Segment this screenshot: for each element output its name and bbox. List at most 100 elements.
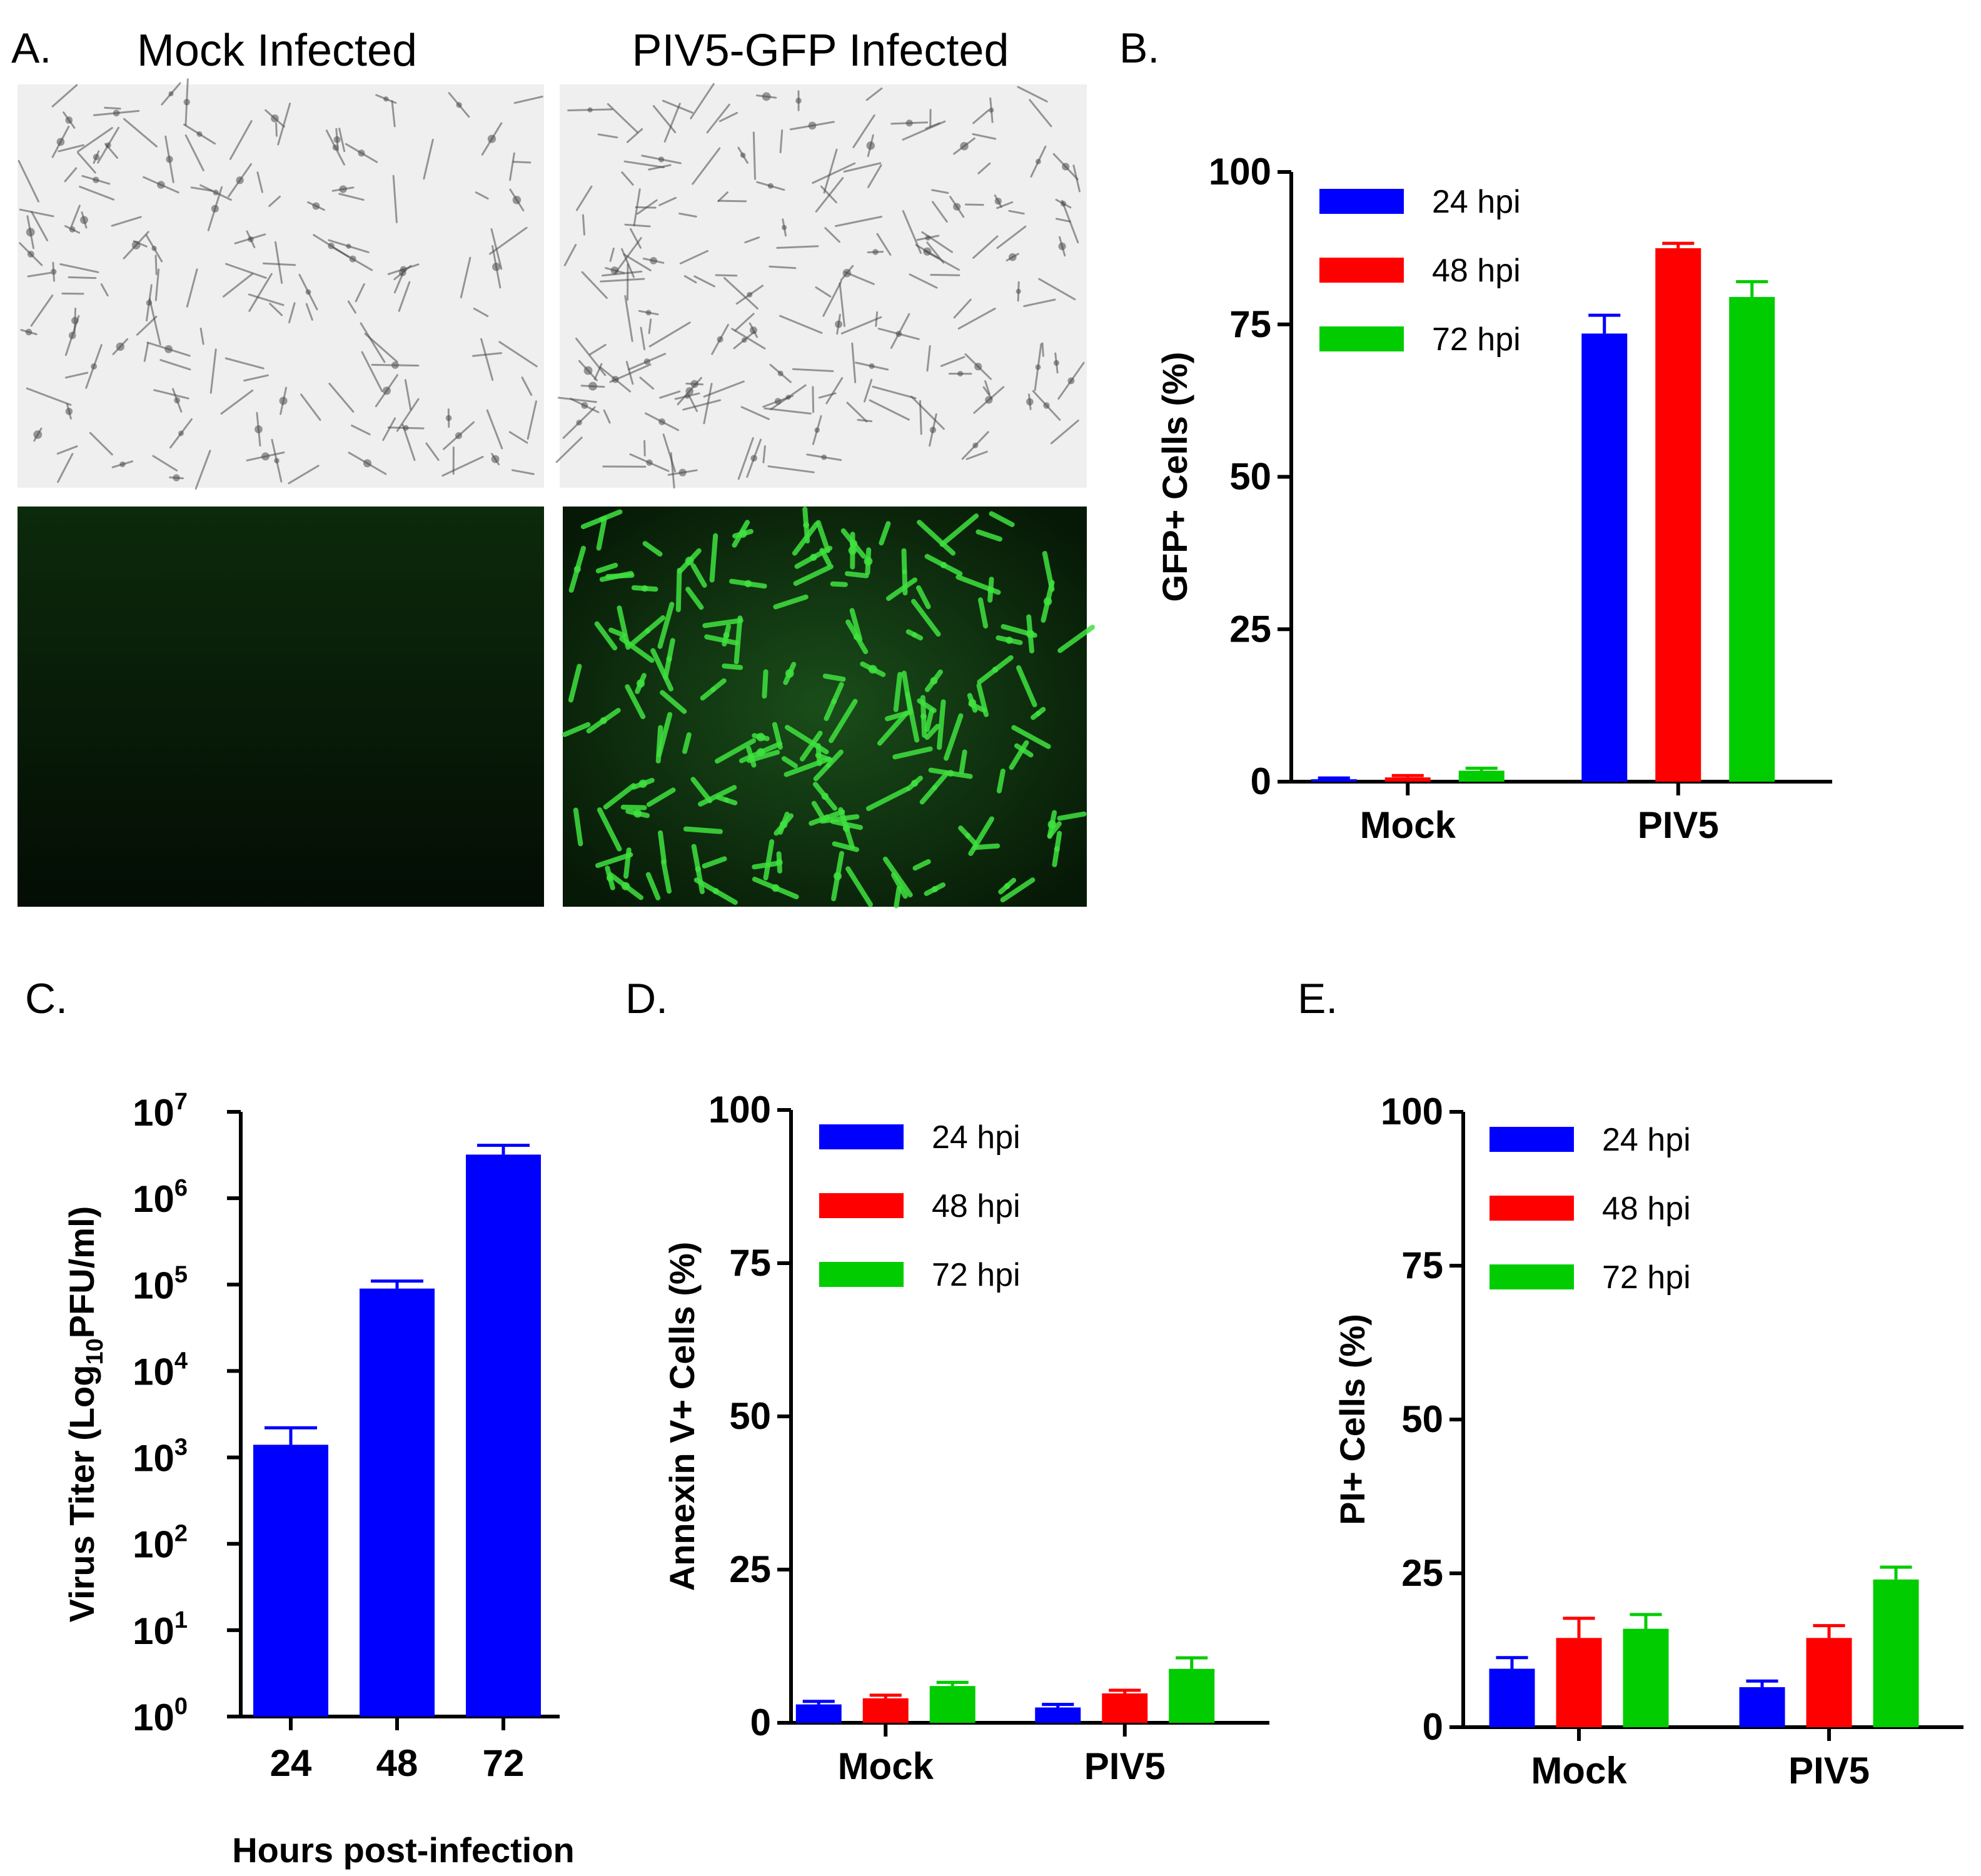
cell (965, 450, 988, 460)
cell-nucleus (842, 268, 852, 278)
y-tick-exponent: 3 (174, 1435, 188, 1461)
cell (737, 437, 754, 480)
panel-label-e: E. (1298, 975, 1338, 1022)
cell (773, 594, 809, 610)
cell (31, 211, 49, 241)
cell-nucleus (931, 885, 938, 892)
category-label: Mock (1531, 1750, 1627, 1792)
cell (886, 577, 918, 601)
cell (490, 228, 503, 270)
cell (609, 247, 615, 262)
panel-label-b: B. (1119, 24, 1159, 72)
cell (890, 313, 910, 349)
cell (931, 189, 949, 194)
legend-swatch (1490, 1264, 1574, 1289)
cell (194, 450, 211, 490)
cell (685, 587, 704, 610)
cell (642, 541, 663, 557)
y-tick-label: 102 (133, 1521, 188, 1566)
y-tick-label: 0 (1423, 1706, 1443, 1748)
cell-nucleus (749, 326, 758, 335)
cell (637, 199, 658, 215)
cell (393, 273, 404, 294)
cell (779, 315, 823, 334)
cell (959, 749, 967, 775)
cell (508, 431, 528, 444)
cell (1041, 342, 1044, 357)
cell-nucleus (383, 96, 389, 102)
legend-label: 72 hpi (1602, 1259, 1691, 1296)
cell-nucleus (872, 249, 879, 255)
cell (199, 327, 204, 345)
cell (263, 262, 296, 266)
cell-nucleus (833, 872, 842, 880)
cell (625, 684, 646, 720)
panel-b: B. 0 25 50 75 100 GFP+ Cells (%) Mock PIV5 24 hp… (1119, 24, 1832, 846)
cell (839, 282, 845, 327)
y-tick-base: 10 (133, 1351, 174, 1393)
bar (1556, 1638, 1602, 1727)
cell (639, 376, 655, 390)
cell (872, 385, 917, 400)
legend-label: 72 hpi (1432, 321, 1521, 358)
cell (709, 533, 718, 583)
y-axis-title: Annexin V+ Cells (%) (662, 1242, 702, 1591)
cell (819, 814, 860, 824)
cell (209, 348, 217, 394)
panel-d: D. 0 25 50 75 100 Annexin V+ Cells (%) Mock PIV… (625, 975, 1269, 1787)
cell (975, 529, 1002, 542)
cell-nucleus (1043, 597, 1052, 606)
cell (715, 738, 756, 764)
bar (1384, 777, 1431, 782)
cell-nucleus (1026, 398, 1034, 406)
cell-nucleus (113, 109, 120, 117)
cell-nucleus (638, 779, 647, 788)
cell-nucleus (492, 263, 501, 271)
piv5-infected-title: PIV5-GFP Infected (632, 26, 1009, 76)
y-tick-exponent: 4 (174, 1348, 188, 1374)
cell-nucleus (305, 289, 311, 295)
cell-nucleus (658, 156, 665, 163)
cell (851, 342, 857, 383)
cell (702, 856, 727, 869)
bar (929, 1686, 975, 1723)
bar (360, 1288, 435, 1717)
cell (902, 120, 946, 141)
cell-nucleus (69, 226, 76, 233)
bar (1035, 1707, 1081, 1723)
legend-label: 24 hpi (1432, 184, 1521, 220)
cell-nucleus (747, 291, 753, 298)
cell (762, 445, 766, 463)
bar (862, 1698, 909, 1723)
cell (682, 399, 722, 411)
y-tick-label: 50 (1401, 1398, 1443, 1440)
cell (629, 228, 642, 249)
cell (919, 400, 922, 435)
category-label: Mock (838, 1745, 934, 1787)
cell (957, 308, 996, 330)
cell-nucleus (912, 632, 917, 638)
y-tick-exponent: 1 (174, 1607, 188, 1633)
cell-nucleus (987, 586, 994, 593)
cell (1057, 811, 1087, 821)
cell (248, 273, 273, 312)
brightfield-mock-cells (18, 78, 543, 490)
cell (396, 398, 420, 432)
cell-nucleus (105, 142, 111, 148)
cell (1055, 218, 1071, 223)
cell (658, 830, 667, 865)
cell-nucleus (825, 762, 832, 769)
cell-nucleus (116, 342, 125, 351)
cell (300, 393, 321, 421)
cell (939, 513, 979, 547)
cell (660, 690, 687, 714)
cell (891, 872, 908, 899)
cell-nucleus (895, 330, 902, 337)
cell (835, 216, 882, 227)
cell (640, 326, 646, 351)
cell (772, 722, 783, 750)
cell (972, 843, 1001, 850)
cell (849, 608, 863, 642)
cell-nucleus (363, 459, 372, 468)
cell (744, 236, 760, 244)
